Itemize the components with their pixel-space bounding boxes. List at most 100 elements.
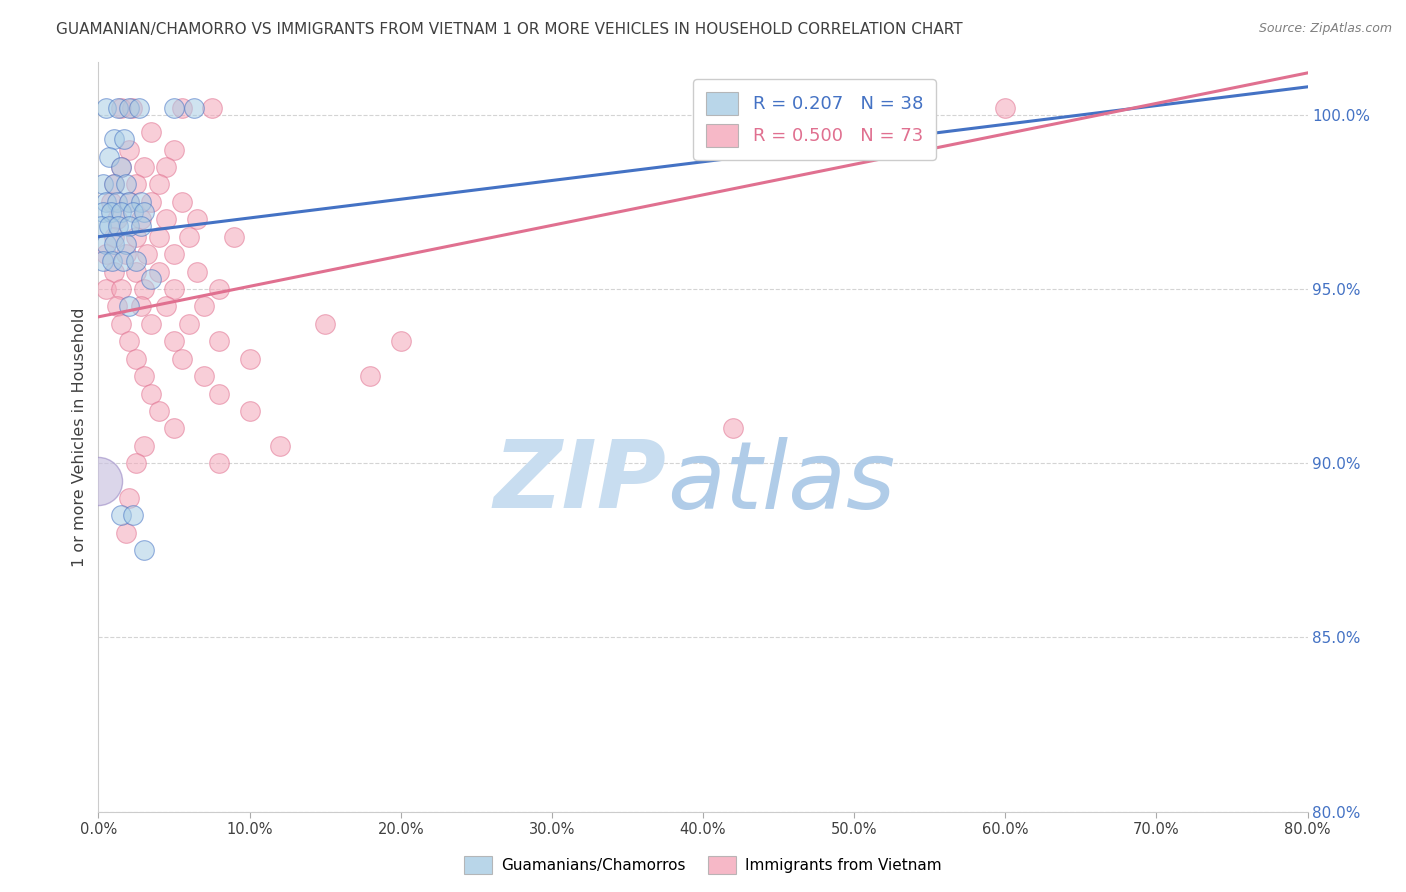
Point bbox=[128, 101, 150, 115]
Point bbox=[103, 236, 125, 251]
Point bbox=[132, 439, 155, 453]
Point bbox=[163, 247, 186, 261]
Point bbox=[100, 194, 122, 209]
Point bbox=[122, 205, 145, 219]
Point bbox=[208, 386, 231, 401]
Point bbox=[129, 194, 152, 209]
Point bbox=[94, 101, 117, 115]
Point bbox=[101, 254, 124, 268]
Point bbox=[141, 271, 163, 285]
Legend: R = 0.207   N = 38, R = 0.500   N = 73: R = 0.207 N = 38, R = 0.500 N = 73 bbox=[693, 79, 936, 160]
Point bbox=[148, 264, 170, 278]
Point bbox=[239, 351, 262, 366]
Text: GUAMANIAN/CHAMORRO VS IMMIGRANTS FROM VIETNAM 1 OR MORE VEHICLES IN HOUSEHOLD CO: GUAMANIAN/CHAMORRO VS IMMIGRANTS FROM VI… bbox=[56, 22, 963, 37]
Point bbox=[125, 254, 148, 268]
Point bbox=[118, 219, 141, 234]
Point bbox=[163, 334, 186, 349]
Point bbox=[360, 369, 382, 384]
Point bbox=[121, 101, 143, 115]
Point bbox=[208, 334, 231, 349]
Point bbox=[118, 194, 141, 209]
Point bbox=[105, 194, 128, 209]
Point bbox=[110, 101, 132, 115]
Point bbox=[94, 247, 117, 261]
Point bbox=[100, 205, 122, 219]
Point bbox=[129, 299, 152, 313]
Point bbox=[129, 219, 152, 234]
Point bbox=[111, 254, 134, 268]
Point bbox=[193, 299, 215, 313]
Point bbox=[132, 282, 155, 296]
Point bbox=[141, 317, 163, 331]
Point bbox=[163, 101, 186, 115]
Point bbox=[163, 282, 186, 296]
Point bbox=[103, 264, 125, 278]
Point bbox=[110, 508, 132, 523]
Point bbox=[132, 160, 155, 174]
Point bbox=[132, 543, 155, 558]
Point bbox=[107, 101, 129, 115]
Point bbox=[208, 456, 231, 470]
Point bbox=[91, 205, 114, 219]
Point bbox=[125, 229, 148, 244]
Point bbox=[125, 351, 148, 366]
Point bbox=[125, 264, 148, 278]
Point bbox=[110, 282, 132, 296]
Point bbox=[179, 317, 201, 331]
Point bbox=[208, 282, 231, 296]
Point bbox=[103, 178, 125, 192]
Y-axis label: 1 or more Vehicles in Household: 1 or more Vehicles in Household bbox=[72, 308, 87, 566]
Point bbox=[103, 132, 125, 146]
Point bbox=[125, 456, 148, 470]
Point bbox=[155, 212, 177, 227]
Point bbox=[170, 101, 193, 115]
Point bbox=[389, 334, 412, 349]
Text: atlas: atlas bbox=[666, 436, 896, 527]
Text: ZIP: ZIP bbox=[494, 436, 666, 528]
Point bbox=[114, 236, 136, 251]
Point bbox=[114, 247, 136, 261]
Point bbox=[94, 236, 117, 251]
Point bbox=[723, 421, 745, 435]
Point bbox=[183, 101, 205, 115]
Point bbox=[163, 421, 186, 435]
Point bbox=[87, 474, 110, 488]
Point bbox=[132, 205, 155, 219]
Point bbox=[98, 149, 121, 163]
Point bbox=[110, 317, 132, 331]
Point bbox=[91, 254, 114, 268]
Point bbox=[193, 369, 215, 384]
Point bbox=[186, 264, 208, 278]
Point bbox=[148, 229, 170, 244]
Point bbox=[125, 178, 148, 192]
Point bbox=[224, 229, 246, 244]
Point bbox=[110, 205, 132, 219]
Point bbox=[94, 282, 117, 296]
Point bbox=[118, 194, 141, 209]
Point bbox=[141, 194, 163, 209]
Point bbox=[118, 299, 141, 313]
Point bbox=[103, 229, 125, 244]
Point bbox=[163, 143, 186, 157]
Point bbox=[141, 386, 163, 401]
Point bbox=[239, 404, 262, 418]
Point bbox=[110, 160, 132, 174]
Point bbox=[112, 132, 135, 146]
Point bbox=[110, 160, 132, 174]
Point bbox=[314, 317, 336, 331]
Point bbox=[994, 101, 1017, 115]
Point bbox=[129, 212, 152, 227]
Point bbox=[103, 178, 125, 192]
Point bbox=[114, 178, 136, 192]
Point bbox=[118, 334, 141, 349]
Point bbox=[94, 194, 117, 209]
Point bbox=[122, 508, 145, 523]
Point bbox=[90, 219, 112, 234]
Point bbox=[135, 247, 157, 261]
Point bbox=[118, 491, 141, 505]
Point bbox=[105, 299, 128, 313]
Point bbox=[98, 219, 121, 234]
Point bbox=[170, 194, 193, 209]
Text: Source: ZipAtlas.com: Source: ZipAtlas.com bbox=[1258, 22, 1392, 36]
Point bbox=[141, 125, 163, 139]
